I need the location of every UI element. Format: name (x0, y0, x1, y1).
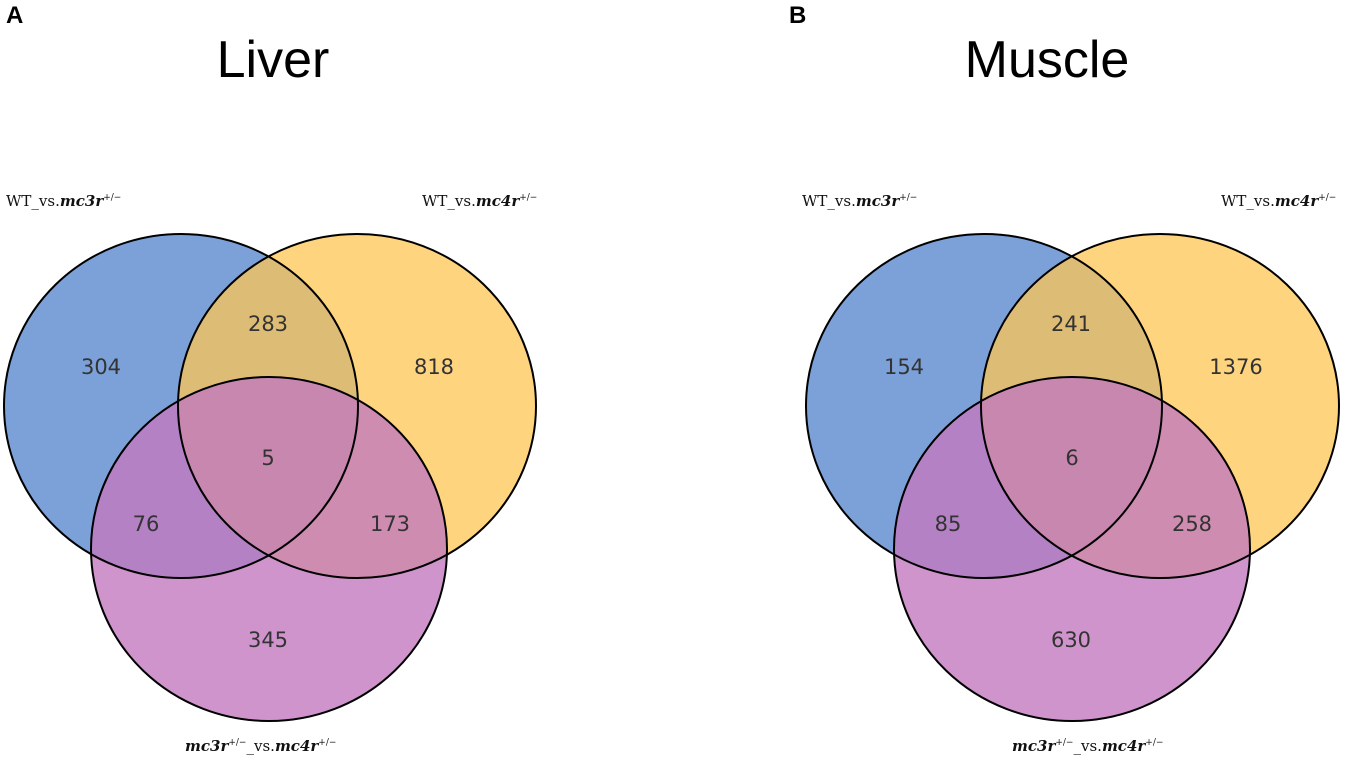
panel-letter: A (6, 2, 24, 29)
count-bc: 258 (1172, 512, 1212, 536)
venn-panel-liver: A Liver WT_vs.mc3r+/− WT_vs.mc4r+/− mc3r… (3, 2, 538, 755)
set-b-outline (980, 233, 1340, 579)
set-label-b: WT_vs.mc4r+/− (422, 192, 538, 210)
venn-diagram: 154 1376 241 6 85 258 630 (805, 233, 1340, 722)
count-bc: 173 (370, 512, 410, 536)
set-label-a: WT_vs.mc3r+/− (802, 192, 918, 210)
panel-title: Muscle (964, 31, 1130, 89)
set-label-b: WT_vs.mc4r+/− (1221, 192, 1337, 210)
set-c-circle (91, 377, 447, 721)
panel-letter: B (789, 2, 807, 29)
set-label-c: mc3r+/−_vs.mc4r+/− (1012, 737, 1164, 755)
count-only-b: 1376 (1209, 355, 1262, 379)
venn-diagram: 304 818 283 5 76 173 345 (3, 233, 537, 722)
set-label-c: mc3r+/−_vs.mc4r+/− (185, 737, 337, 755)
count-abc: 6 (1065, 446, 1078, 470)
set-c-outline (90, 376, 448, 722)
count-ab: 283 (248, 312, 288, 336)
count-only-c: 345 (248, 628, 288, 652)
panel-title: Liver (216, 31, 330, 89)
venn-panel-muscle: B Muscle WT_vs.mc3r+/− WT_vs.mc4r+/− mc3… (679, 0, 1358, 761)
set-c-outline (893, 376, 1251, 722)
set-c-circle (894, 377, 1250, 721)
count-ac: 76 (133, 512, 160, 536)
count-only-b: 818 (414, 355, 454, 379)
set-b-outline (177, 233, 537, 579)
count-ab: 241 (1051, 312, 1091, 336)
set-label-a: WT_vs.mc3r+/− (6, 192, 122, 210)
count-abc: 5 (261, 446, 274, 470)
set-a-outline (805, 233, 1163, 579)
count-ac: 85 (935, 512, 962, 536)
count-only-c: 630 (1051, 628, 1091, 652)
count-only-a: 304 (81, 355, 121, 379)
count-only-a: 154 (884, 355, 924, 379)
set-a-outline (3, 233, 359, 579)
